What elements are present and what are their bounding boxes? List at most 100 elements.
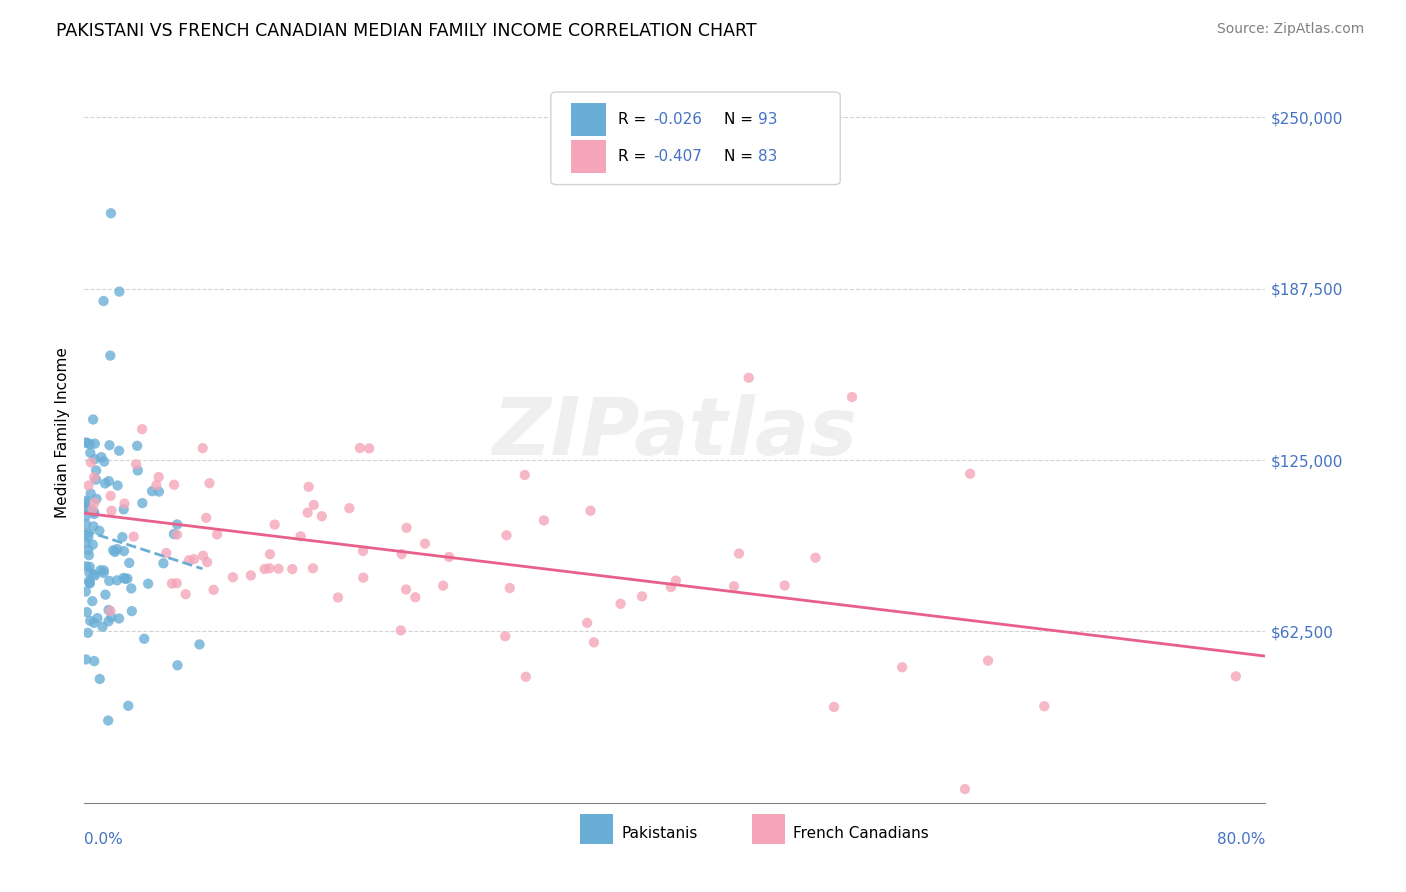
Point: [93, 454, 115, 468]
Point: [326, 591, 349, 605]
Text: R =: R =: [619, 112, 651, 127]
Point: [76, 605, 98, 619]
Point: [91, 620, 114, 634]
Point: [297, 506, 319, 520]
Text: 80.0%: 80.0%: [1218, 832, 1265, 847]
Point: [83, 495, 105, 509]
Point: [97, 614, 120, 628]
Point: [191, 549, 214, 563]
Point: [131, 496, 153, 510]
Point: [108, 443, 131, 458]
Point: [112, 502, 135, 516]
Point: [127, 439, 149, 453]
Point: [75, 535, 97, 549]
Point: [105, 574, 128, 588]
Point: [79, 576, 101, 591]
Point: [120, 582, 142, 596]
Point: [98, 349, 121, 363]
Bar: [581, 814, 613, 844]
Point: [83, 654, 105, 668]
Point: [77, 478, 100, 492]
Point: [75, 508, 97, 523]
Point: [83, 519, 105, 533]
Point: [100, 489, 122, 503]
Point: [959, 467, 981, 481]
Point: [631, 590, 654, 604]
Point: [659, 580, 682, 594]
Text: Pakistanis: Pakistanis: [621, 826, 699, 841]
Point: [107, 478, 129, 492]
Point: [1225, 669, 1247, 683]
Point: [77, 530, 100, 544]
Point: [82, 502, 104, 516]
Point: [267, 562, 290, 576]
Point: [395, 521, 418, 535]
Point: [117, 698, 139, 713]
Point: [105, 542, 128, 557]
Point: [89, 672, 111, 686]
Point: [98, 438, 121, 452]
Point: [953, 782, 976, 797]
Text: -0.026: -0.026: [654, 112, 703, 127]
Point: [94, 588, 117, 602]
Point: [166, 576, 188, 591]
Point: [432, 579, 454, 593]
Point: [100, 604, 122, 618]
Point: [205, 527, 228, 541]
Point: [1033, 699, 1056, 714]
Point: [823, 700, 845, 714]
Point: [302, 498, 325, 512]
Point: [82, 594, 104, 608]
Point: [75, 493, 97, 508]
Point: [163, 477, 186, 491]
Bar: [752, 814, 785, 844]
Point: [122, 530, 145, 544]
Text: R =: R =: [619, 149, 651, 164]
Point: [349, 441, 371, 455]
Point: [100, 504, 122, 518]
Point: [155, 546, 177, 560]
Point: [131, 422, 153, 436]
Point: [198, 476, 221, 491]
Text: PAKISTANI VS FRENCH CANADIAN MEDIAN FAMILY INCOME CORRELATION CHART: PAKISTANI VS FRENCH CANADIAN MEDIAN FAMI…: [56, 22, 756, 40]
Point: [609, 597, 631, 611]
Point: [90, 563, 112, 577]
Point: [83, 470, 105, 484]
Point: [413, 536, 436, 550]
Y-axis label: Median Family Income: Median Family Income: [55, 347, 70, 518]
Point: [728, 547, 751, 561]
Point: [359, 442, 381, 456]
Point: [177, 553, 200, 567]
Point: [174, 587, 197, 601]
Point: [136, 576, 159, 591]
Text: -0.407: -0.407: [654, 149, 703, 164]
Point: [337, 501, 360, 516]
Point: [108, 285, 131, 299]
Point: [79, 575, 101, 590]
Point: [302, 561, 325, 575]
Point: [404, 591, 426, 605]
Point: [148, 470, 170, 484]
Point: [75, 559, 97, 574]
Point: [83, 507, 105, 521]
Point: [75, 652, 97, 666]
Point: [79, 559, 101, 574]
Point: [191, 441, 214, 455]
Point: [83, 436, 105, 450]
Point: [738, 371, 761, 385]
Point: [86, 611, 108, 625]
Point: [77, 542, 100, 557]
Point: [76, 503, 98, 517]
Point: [515, 670, 537, 684]
Point: [79, 614, 101, 628]
Point: [76, 526, 98, 541]
Point: [533, 513, 555, 527]
Point: [311, 509, 333, 524]
Point: [84, 473, 107, 487]
Text: N =: N =: [724, 149, 758, 164]
Point: [86, 491, 108, 506]
Point: [195, 511, 218, 525]
Text: ZIPatlas: ZIPatlas: [492, 393, 858, 472]
Point: [79, 566, 101, 580]
Text: N =: N =: [724, 112, 758, 127]
